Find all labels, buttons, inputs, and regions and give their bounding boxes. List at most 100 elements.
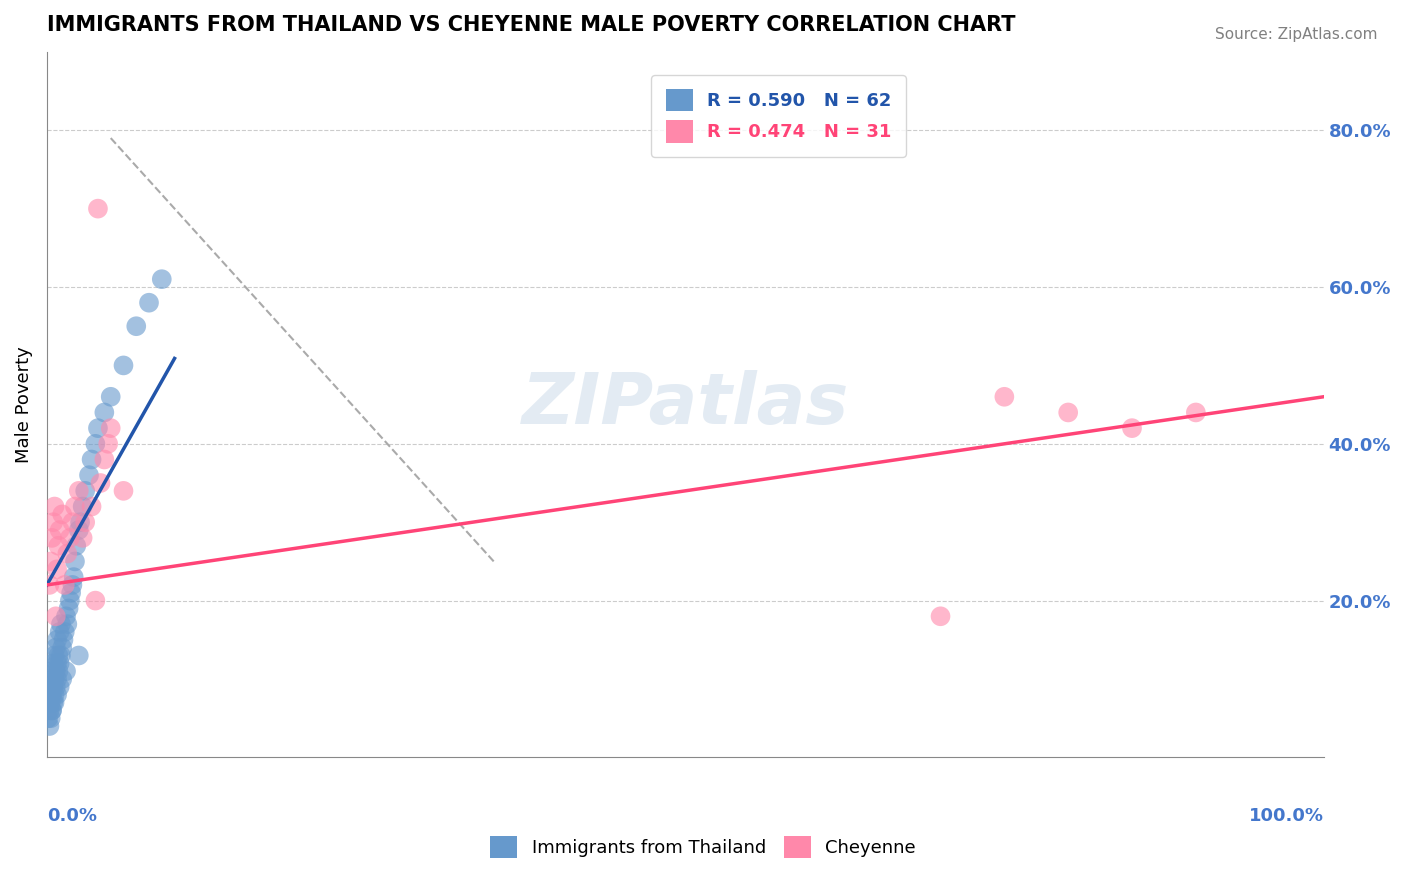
Point xyxy=(44,672,66,686)
Point xyxy=(44,500,66,514)
Point xyxy=(75,483,97,498)
Text: Source: ZipAtlas.com: Source: ZipAtlas.com xyxy=(1215,27,1378,42)
Point xyxy=(55,609,77,624)
Point xyxy=(58,601,80,615)
Text: 0.0%: 0.0% xyxy=(46,806,97,825)
Point xyxy=(80,452,103,467)
Point xyxy=(72,531,94,545)
Point xyxy=(72,500,94,514)
Point xyxy=(69,515,91,529)
Text: ZIPatlas: ZIPatlas xyxy=(522,370,849,439)
Point xyxy=(45,680,67,694)
Point xyxy=(48,657,70,671)
Point xyxy=(100,390,122,404)
Point xyxy=(44,696,66,710)
Point xyxy=(38,688,60,702)
Point xyxy=(38,578,60,592)
Point xyxy=(51,640,73,655)
Point xyxy=(38,703,60,717)
Point xyxy=(37,711,59,725)
Point xyxy=(93,452,115,467)
Point xyxy=(1185,405,1208,419)
Point xyxy=(39,696,62,710)
Point xyxy=(929,609,952,624)
Point xyxy=(67,523,90,537)
Point xyxy=(100,421,122,435)
Point xyxy=(46,688,69,702)
Point xyxy=(112,359,135,373)
Point xyxy=(84,437,107,451)
Point xyxy=(65,539,87,553)
Point xyxy=(42,680,65,694)
Legend: Immigrants from Thailand, Cheyenne: Immigrants from Thailand, Cheyenne xyxy=(482,829,924,865)
Point xyxy=(38,719,60,733)
Point xyxy=(55,664,77,678)
Legend: R = 0.590   N = 62, R = 0.474   N = 31: R = 0.590 N = 62, R = 0.474 N = 31 xyxy=(651,75,905,157)
Point xyxy=(87,421,110,435)
Point xyxy=(41,703,63,717)
Point xyxy=(62,515,84,529)
Point xyxy=(150,272,173,286)
Point xyxy=(63,554,86,568)
Point xyxy=(48,539,70,553)
Point xyxy=(45,609,67,624)
Point xyxy=(39,672,62,686)
Point xyxy=(41,664,63,678)
Point xyxy=(56,547,79,561)
Text: IMMIGRANTS FROM THAILAND VS CHEYENNE MALE POVERTY CORRELATION CHART: IMMIGRANTS FROM THAILAND VS CHEYENNE MAL… xyxy=(46,15,1015,35)
Point xyxy=(60,586,83,600)
Point xyxy=(125,319,148,334)
Point xyxy=(1121,421,1143,435)
Point xyxy=(52,632,75,647)
Point xyxy=(59,593,82,607)
Point xyxy=(75,515,97,529)
Point xyxy=(67,648,90,663)
Point xyxy=(48,624,70,639)
Point xyxy=(93,405,115,419)
Point xyxy=(56,617,79,632)
Point xyxy=(39,680,62,694)
Point xyxy=(48,523,70,537)
Point xyxy=(59,531,82,545)
Point xyxy=(44,648,66,663)
Point xyxy=(53,624,76,639)
Point xyxy=(63,500,86,514)
Point xyxy=(42,696,65,710)
Point xyxy=(42,515,65,529)
Point xyxy=(49,617,72,632)
Point xyxy=(80,500,103,514)
Point xyxy=(67,483,90,498)
Point xyxy=(49,648,72,663)
Point xyxy=(87,202,110,216)
Point xyxy=(48,664,70,678)
Point xyxy=(51,672,73,686)
Point xyxy=(46,562,69,576)
Point xyxy=(138,295,160,310)
Point xyxy=(993,390,1015,404)
Point xyxy=(112,483,135,498)
Text: 100.0%: 100.0% xyxy=(1249,806,1323,825)
Point xyxy=(39,554,62,568)
Point xyxy=(1057,405,1080,419)
Point xyxy=(62,570,84,584)
Point xyxy=(77,468,100,483)
Y-axis label: Male Poverty: Male Poverty xyxy=(15,346,32,463)
Point xyxy=(48,648,70,663)
Point xyxy=(48,680,70,694)
Point xyxy=(84,593,107,607)
Point xyxy=(44,688,66,702)
Point xyxy=(46,657,69,671)
Point xyxy=(53,578,76,592)
Point xyxy=(89,475,111,490)
Point xyxy=(97,437,120,451)
Point xyxy=(51,508,73,522)
Point xyxy=(41,703,63,717)
Point xyxy=(62,578,84,592)
Point xyxy=(41,531,63,545)
Point xyxy=(45,664,67,678)
Point xyxy=(45,640,67,655)
Point xyxy=(39,711,62,725)
Point xyxy=(46,632,69,647)
Point xyxy=(46,672,69,686)
Point xyxy=(41,688,63,702)
